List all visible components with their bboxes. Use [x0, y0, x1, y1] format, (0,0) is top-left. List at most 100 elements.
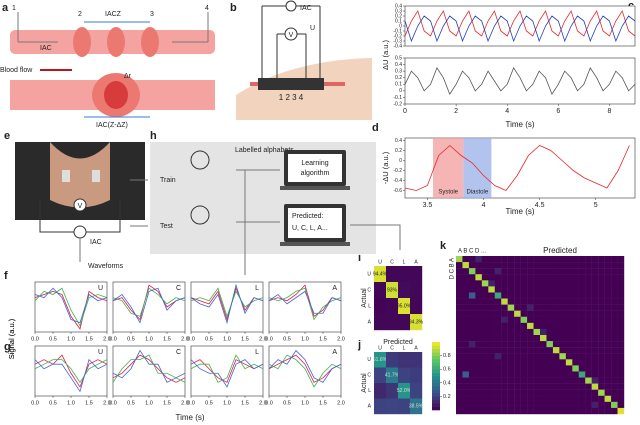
heat-cell	[494, 316, 502, 324]
heat-cell	[540, 256, 547, 263]
y-tick-label: 0.1	[395, 18, 402, 24]
heat-cell	[611, 262, 618, 269]
heat-cell	[386, 383, 399, 399]
y-tick-label: -0.1	[393, 95, 402, 101]
heat-cell	[410, 298, 423, 315]
heat-cell	[374, 352, 387, 368]
colorbar-tick-label: 0.8	[443, 353, 451, 359]
heat-cell	[533, 401, 541, 409]
heat-cell	[572, 365, 579, 372]
heat-cell	[507, 377, 515, 384]
heat-cell	[552, 304, 560, 311]
heat-cell	[462, 407, 470, 415]
x-tick-label: 0.5	[283, 400, 291, 406]
heat-cell	[611, 310, 618, 317]
heat-cell	[598, 298, 605, 305]
heat-cell	[501, 280, 508, 287]
heat-cell	[611, 292, 618, 299]
heat-cell	[546, 389, 554, 396]
heat-cell	[501, 328, 508, 336]
heat-cell	[462, 383, 470, 390]
heat-cell	[501, 262, 508, 269]
heat-cell	[565, 286, 573, 293]
heat-cell	[475, 407, 483, 415]
heat-cell	[598, 262, 605, 269]
heat-cell	[468, 383, 476, 390]
y-tick-label: -0.1	[393, 28, 402, 34]
heat-cell	[514, 407, 521, 415]
heat-cell	[462, 371, 470, 378]
x-tick-label: 0.0	[187, 336, 195, 342]
heat-cell	[456, 365, 463, 372]
heat-cell	[572, 262, 579, 269]
heat-cell	[507, 407, 515, 415]
heat-cell	[611, 359, 618, 366]
x-tick-label: 1.5	[85, 336, 93, 342]
heat-cell	[507, 328, 515, 336]
x-tick-label: 0.0	[265, 400, 273, 406]
heat-cell	[481, 359, 489, 366]
heat-cell	[604, 322, 612, 330]
heat-cell	[540, 304, 547, 311]
heat-cell	[604, 365, 612, 372]
heat-cell	[398, 367, 411, 384]
heat-cell	[604, 310, 612, 317]
heat-cell	[578, 292, 586, 299]
heat-cell	[611, 401, 618, 409]
heat-cell	[410, 352, 423, 368]
heat-cell	[591, 347, 599, 354]
heat-cell	[481, 280, 489, 287]
plot-frame	[190, 281, 264, 333]
heat-cell	[456, 304, 463, 311]
heat-cell	[578, 280, 586, 287]
heat-cell	[501, 298, 508, 305]
heat-cell	[520, 359, 528, 366]
y-tick-label: 0.4	[395, 62, 402, 68]
heat-cell	[527, 407, 534, 415]
heat-cell	[475, 347, 483, 354]
plot-frame	[404, 57, 636, 105]
heat-cell	[559, 371, 567, 378]
y-category: L	[368, 303, 371, 309]
subplot-title: L	[255, 349, 259, 356]
x-tick-label: 6	[556, 108, 560, 115]
heat-cell	[540, 310, 547, 317]
heat-cell	[501, 395, 508, 403]
heat-cell	[520, 286, 528, 293]
series-line	[190, 283, 264, 325]
y-tick-label: 0.2	[395, 13, 402, 19]
x-tick-label: 5	[594, 202, 598, 209]
x-tick-label: 4	[505, 108, 509, 115]
heat-cell	[488, 407, 495, 415]
heat-cell	[488, 347, 495, 354]
heat-cell	[585, 389, 592, 396]
subplot-title: A	[332, 349, 337, 356]
colorbar-step	[432, 372, 440, 377]
heat-cell	[468, 389, 476, 396]
heat-cell	[604, 328, 612, 336]
x-category: A	[414, 345, 418, 351]
algorithm-label: Learning	[301, 160, 328, 167]
heat-cell	[546, 274, 554, 281]
heat-cell	[475, 353, 483, 360]
heat-cell	[468, 274, 476, 281]
heat-cell	[398, 383, 411, 399]
heat-cell	[572, 280, 579, 287]
heat-cell	[565, 328, 573, 336]
colorbar-step	[432, 359, 440, 363]
heat-cell	[578, 407, 586, 415]
source	[285, 0, 297, 12]
y-tick-label: 0.4	[395, 3, 402, 9]
colorbar-tick-label: 0.6	[443, 367, 451, 373]
heat-cell	[494, 304, 502, 311]
heat-cell	[572, 304, 579, 311]
electrode	[92, 170, 100, 182]
heat-cell	[527, 377, 534, 384]
heat-cell	[520, 389, 528, 396]
heat-cell	[540, 262, 547, 269]
x-tick-label: 1.0	[301, 336, 309, 342]
heat-cell	[585, 395, 592, 403]
heat-cell	[507, 341, 515, 348]
heat-cell	[456, 292, 463, 299]
heat-cell	[533, 316, 541, 324]
